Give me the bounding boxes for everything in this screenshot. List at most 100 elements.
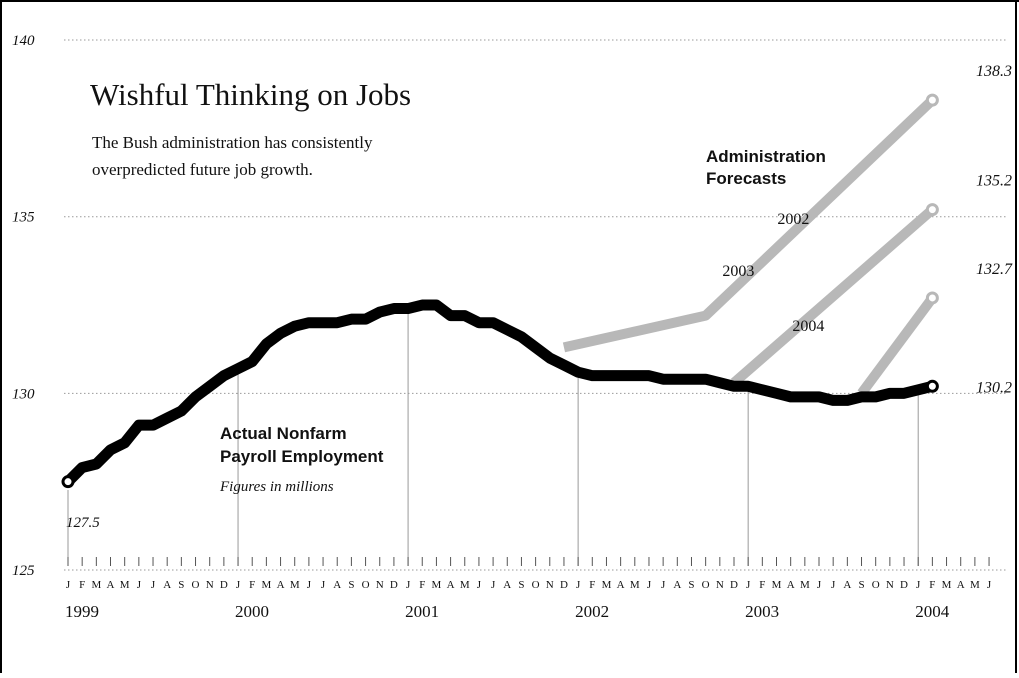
- x-month-label: M: [91, 579, 101, 591]
- x-month-label: F: [589, 579, 595, 591]
- y-tick-labels: 125 130 135 140: [12, 33, 35, 579]
- x-month-label: N: [886, 579, 894, 591]
- x-month-label: M: [432, 579, 442, 591]
- x-month-label: S: [178, 579, 184, 591]
- x-year-label-1999: 1999: [65, 602, 99, 621]
- x-month-label: J: [321, 579, 326, 591]
- x-month-label: S: [348, 579, 354, 591]
- actual-employment-line: [62, 299, 938, 488]
- forecast-end-value-2003: 135.2: [976, 173, 1012, 190]
- x-month-label: A: [673, 579, 681, 591]
- forecast-endpoint-2003: [925, 203, 939, 217]
- x-month-label: A: [277, 579, 285, 591]
- x-month-label: J: [817, 579, 822, 591]
- x-month-label: N: [376, 579, 384, 591]
- forecast-endpoint-2004: [925, 291, 939, 305]
- x-year-label-2004: 2004: [915, 602, 950, 621]
- forecast-line-2003: [730, 205, 936, 387]
- x-month-label: M: [800, 579, 810, 591]
- chart-subtitle-line-2: overpredicted future job growth.: [92, 160, 313, 179]
- x-month-label: S: [688, 579, 694, 591]
- actual-units-note: Figures in millions: [219, 479, 334, 495]
- forecast-end-value-2002: 138.3: [976, 63, 1012, 80]
- x-month-label: A: [957, 579, 965, 591]
- x-month-label: A: [787, 579, 795, 591]
- x-month-label: J: [406, 579, 411, 591]
- x-month-label: D: [560, 579, 568, 591]
- chart-title: Wishful Thinking on Jobs: [90, 77, 411, 112]
- x-year-label-2001: 2001: [405, 602, 439, 621]
- x-month-label: J: [576, 579, 581, 591]
- x-month-label: N: [546, 579, 554, 591]
- year-lines: [67, 308, 919, 566]
- x-month-label: J: [307, 579, 312, 591]
- x-month-label: A: [843, 579, 851, 591]
- actual-end-value: 130.2: [976, 379, 1012, 396]
- y-tick-label-140: 140: [12, 33, 35, 49]
- x-month-label: M: [290, 579, 300, 591]
- forecast-line-2004: [857, 294, 937, 397]
- x-month-label: M: [970, 579, 980, 591]
- x-month-label: A: [333, 579, 341, 591]
- x-month-label: A: [107, 579, 115, 591]
- forecasts-title-line-1: Administration: [706, 147, 826, 166]
- chart-subtitle-line-1: The Bush administration has consistently: [92, 133, 373, 152]
- x-month-label: M: [772, 579, 782, 591]
- x-month-label: M: [630, 579, 640, 591]
- x-month-label: N: [206, 579, 214, 591]
- x-month-label: J: [647, 579, 652, 591]
- x-month-label: F: [929, 579, 935, 591]
- x-month-label: A: [503, 579, 511, 591]
- x-month-label: J: [746, 579, 751, 591]
- x-month-label: D: [900, 579, 908, 591]
- forecast-label-2004: 2004: [792, 318, 824, 335]
- x-month-label: M: [120, 579, 130, 591]
- x-month-label: D: [220, 579, 228, 591]
- x-month-label: J: [916, 579, 921, 591]
- x-month-label: F: [249, 579, 255, 591]
- x-month-label: J: [137, 579, 142, 591]
- x-month-label: J: [236, 579, 241, 591]
- y-tick-label-130: 130: [12, 386, 35, 402]
- x-month-label: F: [419, 579, 425, 591]
- x-month-label: O: [532, 579, 540, 591]
- x-month-label: A: [617, 579, 625, 591]
- forecast-end-value-2004: 132.7: [976, 261, 1013, 278]
- x-month-label: S: [518, 579, 524, 591]
- x-month-label: J: [831, 579, 836, 591]
- forecast-endpoint-2002: [925, 93, 939, 107]
- x-month-label: O: [702, 579, 710, 591]
- actual-label-line-1: Actual Nonfarm: [220, 424, 347, 443]
- x-year-label-2003: 2003: [745, 602, 779, 621]
- forecast-lines: 2002 2003 2004: [562, 93, 939, 397]
- actual-start-point: [61, 475, 75, 489]
- forecast-label-2002: 2002: [777, 211, 809, 228]
- x-year-label-2000: 2000: [235, 602, 269, 621]
- value-labels: 138.3 135.2 132.7 127.5 130.2: [66, 63, 1013, 531]
- x-month-label: J: [66, 579, 71, 591]
- y-tick-label-125: 125: [12, 563, 35, 579]
- forecast-line-2002: [562, 96, 936, 353]
- x-month-label: D: [730, 579, 738, 591]
- x-month-label: M: [602, 579, 612, 591]
- y-tick-label-135: 135: [12, 210, 35, 226]
- gridlines: [64, 39, 1008, 571]
- actual-end-point: [925, 379, 939, 393]
- x-year-label-2002: 2002: [575, 602, 609, 621]
- forecasts-title-line-2: Forecasts: [706, 169, 786, 188]
- x-month-label: J: [477, 579, 482, 591]
- x-month-label: O: [192, 579, 200, 591]
- x-month-label: F: [79, 579, 85, 591]
- x-month-label: J: [661, 579, 666, 591]
- actual-label-line-2: Payroll Employment: [220, 447, 384, 466]
- actual-line: [61, 299, 939, 489]
- actual-start-value: 127.5: [66, 515, 100, 531]
- x-month-label: J: [987, 579, 992, 591]
- x-month-label: F: [759, 579, 765, 591]
- x-month-label: O: [362, 579, 370, 591]
- x-month-label: A: [163, 579, 171, 591]
- x-month-label: M: [460, 579, 470, 591]
